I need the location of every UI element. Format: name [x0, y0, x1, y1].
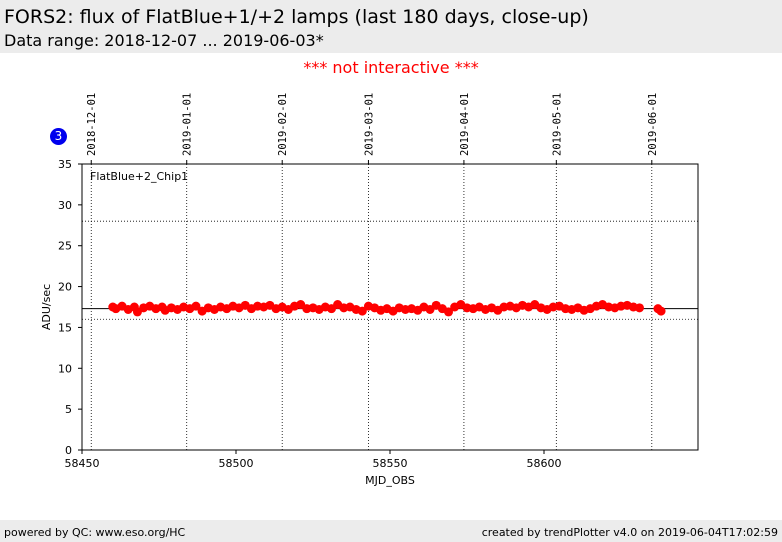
footer-timestamp: created by trendPlotter v4.0 on 2019-06-… [481, 526, 778, 539]
date-tick-label: 2019-06-01 [647, 93, 659, 156]
header-bar: FORS2: flux of FlatBlue+1/+2 lamps (last… [0, 0, 782, 53]
y-axis-label: ADU/sec [40, 284, 53, 330]
y-tick-label: 15 [58, 321, 72, 334]
date-tick-label: 2018-12-01 [86, 93, 98, 156]
footer-bar: powered by QC: www.eso.org/HC created by… [0, 520, 782, 542]
data-point [357, 306, 367, 316]
x-axis-label: MJD_OBS [365, 474, 415, 487]
data-point [191, 301, 201, 311]
date-axis-ticks: 2018-12-01 2019-01-01 2019-02-01 2019-03-01… [86, 93, 659, 164]
date-tick-label: 2019-03-01 [363, 93, 375, 156]
panel-label: FlatBlue+2_Chip1 [90, 170, 188, 183]
y-tick-label: 25 [58, 240, 72, 253]
y-tick-label: 30 [58, 199, 72, 212]
y-tick-label: 5 [65, 403, 72, 416]
data-point [444, 307, 454, 317]
date-tick-label: 2019-04-01 [459, 93, 471, 156]
x-tick-label: 58450 [65, 457, 100, 470]
data-point [656, 306, 666, 316]
data-point [634, 303, 644, 313]
date-tick-label: 2019-02-01 [277, 93, 289, 156]
plot-number-badge: 3 [50, 128, 67, 145]
date-tick-label: 2019-01-01 [182, 93, 194, 156]
footer-credit: powered by QC: www.eso.org/HC [4, 526, 186, 539]
y-tick-label: 0 [65, 444, 72, 457]
x-tick-label: 58550 [373, 457, 408, 470]
data-range-subtitle: Data range: 2018-12-07 ... 2019-06-03* [4, 31, 324, 50]
page-title: FORS2: flux of FlatBlue+1/+2 lamps (last… [4, 6, 589, 28]
y-tick-label: 35 [58, 158, 72, 171]
y-tick-label: 20 [58, 281, 72, 294]
x-tick-label: 58500 [219, 457, 254, 470]
date-tick-label: 2019-05-01 [551, 93, 563, 156]
y-tick-label: 10 [58, 362, 72, 375]
y-axis-ticks: 0 5 10 15 20 25 30 35 [58, 158, 82, 457]
x-axis-ticks: 58450 58500 58550 58600 [65, 450, 562, 470]
data-points [108, 300, 666, 317]
not-interactive-notice: *** not interactive *** [303, 58, 479, 77]
x-tick-label: 58600 [527, 457, 562, 470]
